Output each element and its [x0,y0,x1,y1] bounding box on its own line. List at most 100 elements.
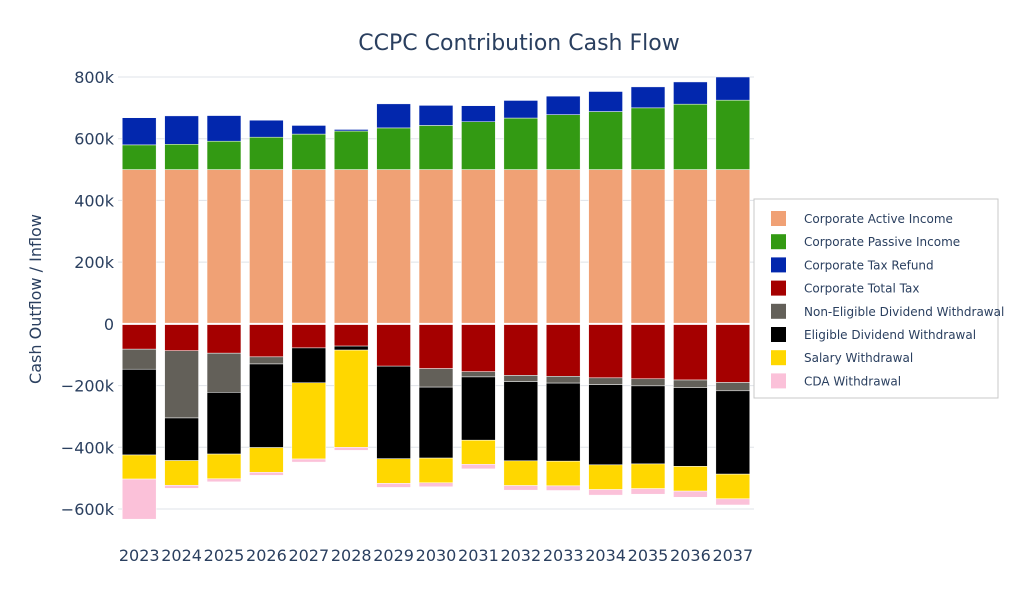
bar-corporate-tax-refund-2032 [503,100,539,119]
bar-corporate-passive-income-2027 [291,133,327,170]
bar-eligible-dividend-withdrawal-2028 [333,345,369,351]
bar-corporate-total-tax-2035 [630,323,666,380]
bar-corporate-total-tax-2037 [715,323,751,383]
bar-salary-withdrawal-2023 [121,454,157,480]
bar-cda-withdrawal-2029 [376,483,411,488]
bar-cda-withdrawal-2034 [588,489,623,496]
bar-corporate-tax-refund-2037 [715,76,751,101]
bar-cda-withdrawal-2024 [164,484,199,489]
bar-eligible-dividend-withdrawal-2036 [673,387,708,467]
bar-corporate-active-income-2032 [503,169,539,325]
bar-non-eligible-dividend-withdrawal-2026 [249,356,284,365]
y-tick-label: 0 [104,315,114,334]
bar-salary-withdrawal-2028 [333,349,369,448]
bar-cda-withdrawal-2037 [715,498,751,506]
bar-corporate-passive-income-2023 [121,144,157,170]
x-tick-label: 2027 [288,546,329,565]
bar-eligible-dividend-withdrawal-2027 [291,347,327,384]
legend-swatch [771,257,786,273]
bar-corporate-passive-income-2032 [503,117,539,170]
bar-corporate-total-tax-2032 [503,323,539,376]
y-axis-title: Cash Outflow / Inflow [26,214,45,384]
bar-eligible-dividend-withdrawal-2034 [588,384,623,466]
bar-corporate-active-income-2030 [418,169,454,325]
bar-salary-withdrawal-2037 [715,473,751,500]
legend-item-label: CDA Withdrawal [804,374,901,388]
bar-corporate-tax-refund-2035 [630,86,666,109]
x-tick-label: 2026 [246,546,287,565]
y-tick-label: 400k [74,191,115,210]
bar-corporate-passive-income-2035 [630,107,666,170]
bar-corporate-tax-refund-2029 [376,103,411,129]
bar-corporate-passive-income-2036 [673,103,708,170]
bar-corporate-active-income-2033 [545,169,581,325]
legend-item-label: Non-Eligible Dividend Withdrawal [804,305,1004,319]
bar-eligible-dividend-withdrawal-2026 [249,363,284,448]
legend-swatch [771,350,786,366]
bar-corporate-total-tax-2030 [418,323,454,369]
bar-cda-withdrawal-2030 [418,482,454,488]
bar-non-eligible-dividend-withdrawal-2035 [630,378,666,387]
y-tick-label: −600k [61,500,115,519]
bar-non-eligible-dividend-withdrawal-2034 [588,377,623,385]
bar-corporate-passive-income-2034 [588,111,623,170]
bar-corporate-tax-refund-2026 [249,119,284,138]
legend-swatch [771,303,786,319]
legend-item-label: Salary Withdrawal [804,351,913,365]
bar-non-eligible-dividend-withdrawal-2025 [206,352,242,393]
legend-item-label: Corporate Total Tax [804,282,919,296]
bar-corporate-passive-income-2037 [715,99,751,170]
bar-corporate-tax-refund-2025 [206,115,242,142]
legend-box [753,198,999,399]
legend-item-label: Corporate Tax Refund [804,258,934,272]
bar-corporate-passive-income-2029 [376,127,411,170]
legend[interactable]: Corporate Active Income Corporate Passive… [753,198,1004,399]
bar-eligible-dividend-withdrawal-2031 [461,376,496,441]
legend-item-label: Corporate Active Income [804,212,953,226]
bar-corporate-total-tax-2026 [249,323,284,358]
bar-cda-withdrawal-2035 [630,488,666,495]
bar-non-eligible-dividend-withdrawal-2031 [461,371,496,378]
bar-salary-withdrawal-2036 [673,466,708,492]
bar-cda-withdrawal-2026 [249,472,284,476]
bar-cda-withdrawal-2023 [121,478,157,520]
bar-eligible-dividend-withdrawal-2025 [206,392,242,455]
legend-item-label: Corporate Passive Income [804,235,960,249]
bar-non-eligible-dividend-withdrawal-2032 [503,375,539,382]
y-tick-label: 800k [74,68,115,87]
bar-corporate-passive-income-2031 [461,121,496,170]
bar-corporate-active-income-2023 [121,169,157,325]
bar-corporate-total-tax-2025 [206,323,242,354]
x-tick-label: 2037 [712,546,753,565]
y-tick-label: 600k [74,130,115,149]
bar-eligible-dividend-withdrawal-2029 [376,365,411,459]
bar-corporate-passive-income-2025 [206,140,242,170]
x-axis: 2023 2024 2025 2026 2027 2028 2029 2030 2031 2032… [119,546,753,565]
bar-corporate-active-income-2029 [376,169,411,325]
bar-corporate-tax-refund-2034 [588,91,623,112]
bar-cda-withdrawal-2033 [545,485,581,491]
legend-swatch [771,373,786,389]
x-tick-label: 2034 [585,546,626,565]
bar-corporate-total-tax-2028 [333,323,369,347]
x-tick-label: 2023 [119,546,160,565]
bar-eligible-dividend-withdrawal-2037 [715,390,751,475]
bar-corporate-passive-income-2028 [333,130,369,170]
x-tick-label: 2032 [500,546,541,565]
bar-salary-withdrawal-2025 [206,453,242,480]
legend-item-label: Eligible Dividend Withdrawal [804,328,976,342]
bar-corporate-tax-refund-2024 [164,115,199,145]
bar-corporate-total-tax-2036 [673,323,708,381]
bar-non-eligible-dividend-withdrawal-2033 [545,376,581,384]
bar-corporate-total-tax-2023 [121,323,157,350]
bar-eligible-dividend-withdrawal-2030 [418,386,454,459]
legend-swatch [771,327,786,342]
bar-eligible-dividend-withdrawal-2035 [630,385,666,465]
bar-corporate-active-income-2025 [206,169,242,325]
bar-corporate-tax-refund-2031 [461,105,496,122]
bar-corporate-active-income-2024 [164,169,199,325]
bar-corporate-passive-income-2030 [418,125,454,170]
bar-eligible-dividend-withdrawal-2033 [545,382,581,462]
bar-corporate-total-tax-2024 [164,323,199,351]
bar-salary-withdrawal-2031 [461,439,496,465]
